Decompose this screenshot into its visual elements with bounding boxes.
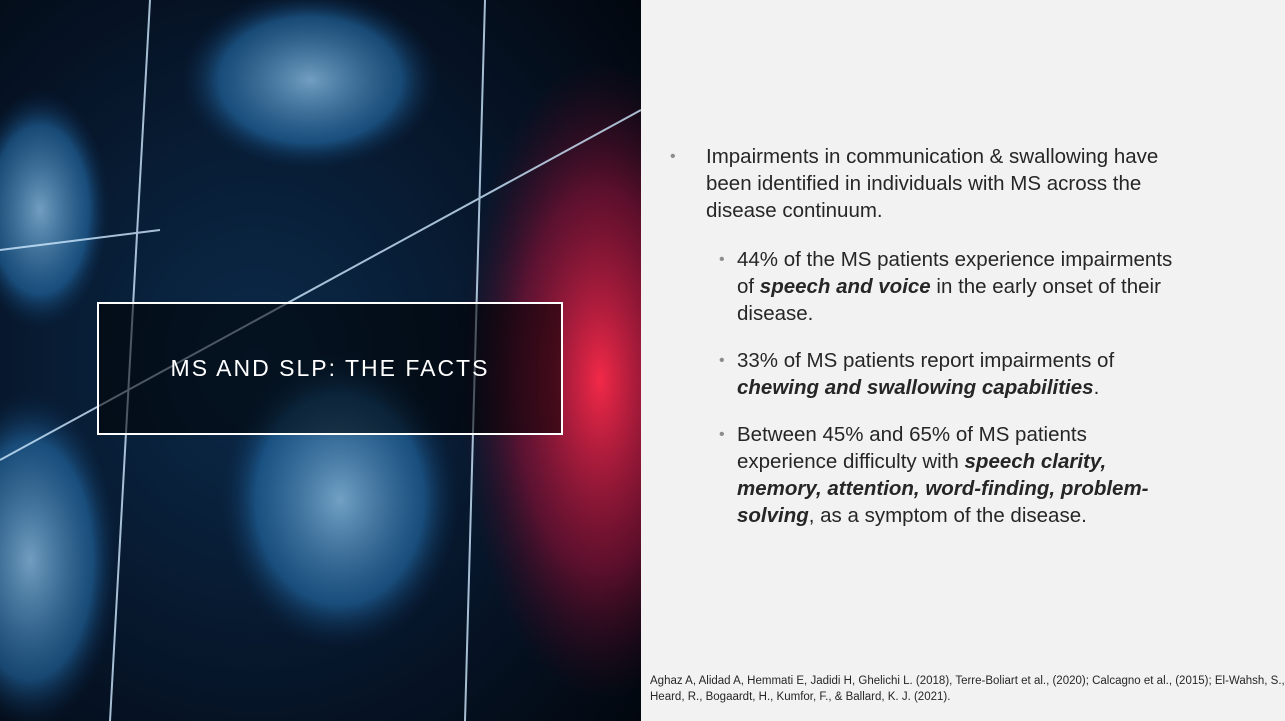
sub-bullet: 33% of MS patients report impairments of… bbox=[737, 347, 1192, 401]
bullet-text: Impairments in communication & swallowin… bbox=[706, 145, 1158, 222]
bullet-text: . bbox=[1094, 376, 1100, 399]
title-box: MS AND SLP: THE FACTS bbox=[97, 302, 563, 435]
sub-bullet: Between 45% and 65% of MS patients exper… bbox=[737, 421, 1192, 529]
slide-title: MS AND SLP: THE FACTS bbox=[171, 355, 490, 382]
slide: {"title": "MS AND SLP: THE FACTS", "bull… bbox=[0, 0, 1285, 721]
bullet-list: Impairments in communication & swallowin… bbox=[688, 143, 1228, 549]
bullet-text: 33% of MS patients report impairments of bbox=[737, 349, 1114, 372]
sub-bullet: 44% of the MS patients experience impair… bbox=[737, 246, 1192, 327]
citation: Aghaz A, Alidad A, Hemmati E, Jadidi H, … bbox=[640, 673, 1285, 705]
bullet-text: , as a symptom of the disease. bbox=[809, 504, 1087, 527]
emphasis-text: chewing and swallowing capabilities bbox=[737, 376, 1094, 399]
emphasis-text: speech and voice bbox=[760, 275, 931, 298]
bullet: Impairments in communication & swallowin… bbox=[688, 143, 1166, 224]
